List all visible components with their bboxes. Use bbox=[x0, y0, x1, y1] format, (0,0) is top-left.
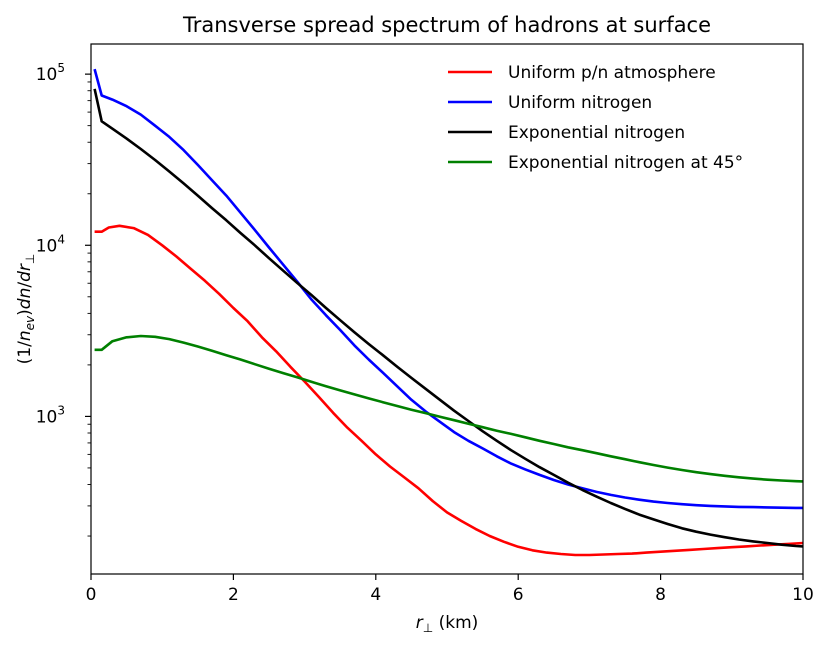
legend: Uniform p/n atmosphere Uniform nitrogen Ex… bbox=[448, 63, 743, 173]
y-axis-ticks: 103 104 105 bbox=[36, 61, 91, 537]
x-tick-label: 0 bbox=[86, 585, 97, 605]
y-label-perp: ⊥ bbox=[23, 254, 37, 264]
chart-title: Transverse spread spectrum of hadrons at… bbox=[182, 13, 711, 37]
legend-label-1: Uniform nitrogen bbox=[508, 93, 652, 113]
y-label-part-a: (1/ bbox=[15, 341, 35, 364]
legend-label-0: Uniform p/n atmosphere bbox=[508, 63, 716, 83]
plot-frame bbox=[90, 43, 804, 575]
x-axis-label: r⊥ (km) bbox=[416, 613, 479, 635]
plot-area bbox=[90, 43, 804, 575]
series-line-2 bbox=[93, 88, 803, 548]
legend-label-2: Exponential nitrogen bbox=[508, 123, 685, 143]
x-tick-label: 2 bbox=[228, 585, 239, 605]
y-label-slash: / bbox=[15, 282, 35, 288]
series-line-0 bbox=[94, 224, 803, 557]
y-label-n: n bbox=[15, 330, 35, 341]
y-tick-label: 104 bbox=[36, 232, 65, 256]
x-tick-label: 10 bbox=[792, 585, 814, 605]
x-axis-ticks: 0 2 4 6 8 10 bbox=[86, 574, 814, 605]
series-line-3 bbox=[94, 334, 803, 483]
series-group bbox=[93, 68, 803, 557]
y-tick-label: 103 bbox=[36, 403, 65, 427]
y-label-dr: dr bbox=[15, 263, 35, 282]
x-tick-label: 4 bbox=[370, 585, 381, 605]
x-label-unit: (km) bbox=[433, 613, 478, 633]
x-tick-label: 8 bbox=[655, 585, 666, 605]
x-label-var: r bbox=[416, 613, 424, 633]
x-label-sub: ⊥ bbox=[423, 621, 433, 635]
y-label-part-b: ) bbox=[15, 309, 35, 316]
series-line-1 bbox=[93, 68, 803, 510]
y-label-dn: dn bbox=[15, 288, 35, 310]
x-tick-label: 6 bbox=[513, 585, 524, 605]
y-tick-label: 105 bbox=[36, 61, 65, 85]
y-axis-label: (1/nev)dn/dr⊥ bbox=[15, 254, 37, 365]
y-label-ev: ev bbox=[23, 315, 37, 330]
legend-label-3: Exponential nitrogen at 45° bbox=[508, 153, 743, 173]
